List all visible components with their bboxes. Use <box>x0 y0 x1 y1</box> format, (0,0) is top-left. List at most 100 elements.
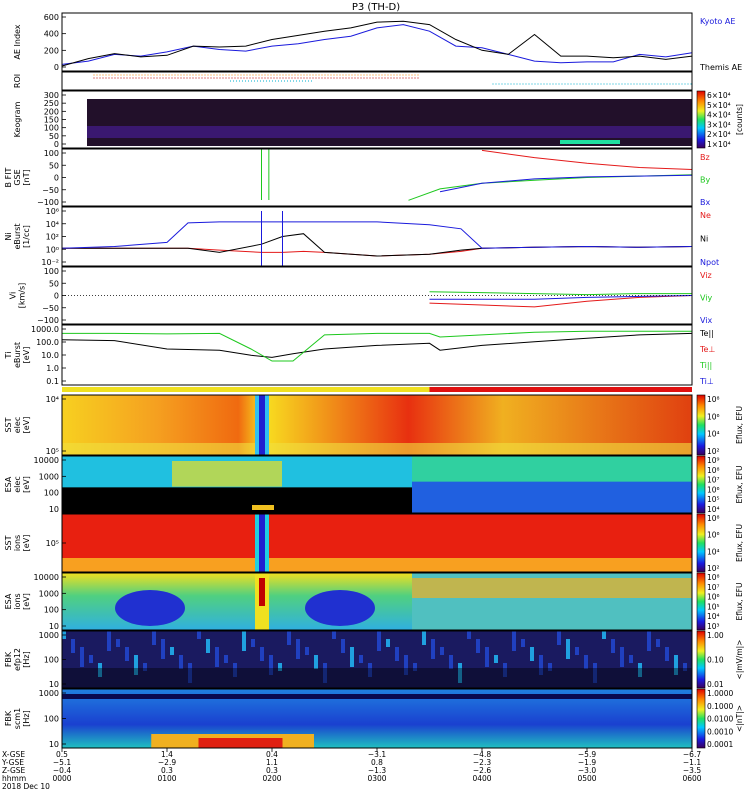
ytick-label: 10⁵ <box>46 447 59 456</box>
ylabel-line: SST <box>4 417 13 432</box>
fbk1-stripe <box>377 631 381 651</box>
colorbar-strip <box>696 688 706 749</box>
legend-entry: Te⊥ <box>699 345 715 354</box>
ytick-label: 100 <box>44 489 59 498</box>
xaxis-tick-label: −1.1 <box>683 758 701 767</box>
colorbar-tick: 10⁸ <box>707 466 720 475</box>
panel-legends: Kyoto AE Themis AE Bz By Bx Ne Ni Npot Viz Viy Vix… <box>699 17 742 386</box>
xaxis-tick-label: −2.3 <box>473 758 491 767</box>
ylabel-line: FBK <box>4 651 13 667</box>
ytick-label: 100 <box>44 656 59 665</box>
colorbar-title: Eflux, EFU <box>735 406 744 444</box>
xaxis-tick-label: 1.1 <box>266 758 278 767</box>
xaxis-tick-label: −5.9 <box>578 750 596 759</box>
ytick-label: 10⁰ <box>46 245 59 254</box>
fbk1-stripe <box>602 631 606 639</box>
ytick-label: 1.0 <box>46 364 59 373</box>
colorbar-tick: 10⁶ <box>707 531 720 540</box>
ytick-label: 50 <box>49 279 59 288</box>
colorbar-tick: 10⁵ <box>707 495 720 504</box>
ylabel-line: B FIT <box>4 167 13 187</box>
colorbar-tick: 0.0001 <box>707 740 733 749</box>
panel-frame <box>61 455 693 514</box>
xaxis-tick-label: 0.5 <box>56 750 68 759</box>
legend-entry: Npot <box>700 258 719 267</box>
xaxis-tick-label: −0.4 <box>53 766 71 775</box>
xaxis-tick-label: −1.9 <box>578 758 596 767</box>
fbk1-stripe <box>449 655 453 669</box>
esa-elec-right-top <box>412 456 692 482</box>
fbk1-stripe <box>593 663 597 683</box>
colorbar-tick: 10⁴ <box>707 505 720 514</box>
ytick-label: 0 <box>54 292 59 301</box>
ae-series-line <box>61 24 693 65</box>
line-series-layer <box>61 20 693 362</box>
colorbar-tick: 10⁷ <box>707 476 720 485</box>
fbk1-stripe <box>665 647 669 661</box>
fbk1-stripe <box>413 663 417 671</box>
panel-ylabel: Ti eBurst [eV] <box>4 342 31 368</box>
fbk1-stripe <box>566 639 570 659</box>
ylabel-line: [Hz] <box>22 710 31 726</box>
ytick-label: 100 <box>44 267 59 276</box>
panel-ylabel: SST elec [eV] <box>4 417 31 434</box>
keogram-image <box>87 99 692 146</box>
esa-elec-arc <box>252 505 274 510</box>
ytick-label: 600 <box>44 13 59 22</box>
fbk2-hot-core <box>198 738 283 748</box>
fbk1-stripe <box>485 647 489 667</box>
fbk1-stripe <box>287 631 291 645</box>
esa-ion-gap-core <box>259 578 265 606</box>
colorbar-tick: 10² <box>707 447 720 456</box>
colorbar-tick: 10⁴ <box>707 430 720 439</box>
xaxis-tick-label: −5.1 <box>53 758 71 767</box>
fbk1-stripe <box>107 631 111 651</box>
colorbar-title-text: <|nT|> <box>735 705 744 732</box>
xaxis-tick-label: 0200 <box>262 774 281 783</box>
colorbar-strip <box>696 572 706 631</box>
bfield-series-line <box>481 149 693 170</box>
panel-frame <box>61 206 693 267</box>
fbk1-stripe <box>188 663 192 683</box>
fbk1-stripe <box>152 631 156 645</box>
ylabel-line: [nT] <box>22 169 31 185</box>
temp-series-line <box>62 330 692 362</box>
fbk1-stripe <box>260 647 264 661</box>
colorbar-tick: 10⁴ <box>707 547 720 556</box>
fbk1-stripe <box>224 655 228 663</box>
colorbar-tick: 6×10⁴ <box>707 91 731 100</box>
colorbar-title: [counts] <box>735 104 744 135</box>
velocity-series-line <box>429 295 693 300</box>
colorbar-tick: 10⁹ <box>707 456 720 465</box>
ylabel-line: ESA <box>4 593 13 609</box>
fbk1-stripe <box>215 647 219 667</box>
xaxis-tick-label: −4.8 <box>473 750 491 759</box>
ytick-label: 1000 <box>39 631 59 640</box>
esa-elec-hot <box>172 461 282 487</box>
legend-entry: Ti⊥ <box>699 377 714 386</box>
colorbar-title: Eflux, EFU <box>735 583 744 621</box>
fbk1-stripe <box>359 655 363 663</box>
fbk1-stripe <box>557 631 561 645</box>
fbk1-stripe <box>494 655 498 663</box>
ytick-label: 10 <box>49 622 59 631</box>
ytick-label: −100 <box>37 198 59 207</box>
ylabel-line: [eV] <box>22 535 31 552</box>
ylabel-line: SST <box>4 535 13 550</box>
colorbar-strip <box>696 455 706 514</box>
colorbar-title: Eflux, EFU <box>735 524 744 562</box>
fbk1-stripe <box>530 647 534 661</box>
colorbar-tick: 10⁴ <box>707 612 720 621</box>
colorbar-tick: 10⁶ <box>707 412 720 421</box>
fbk1-stripe <box>620 647 624 667</box>
xaxis-tick-label: −6.7 <box>683 750 701 759</box>
fbk1-low <box>62 668 692 688</box>
ytick-label: 100 <box>44 606 59 615</box>
ylabel-line: GSE <box>13 169 22 185</box>
xaxis-tick-label: −3.0 <box>578 766 596 775</box>
fbk1-stripe <box>386 639 390 647</box>
velocity-series-line <box>429 291 692 296</box>
colorbar-tick: 5×10⁴ <box>707 101 731 110</box>
